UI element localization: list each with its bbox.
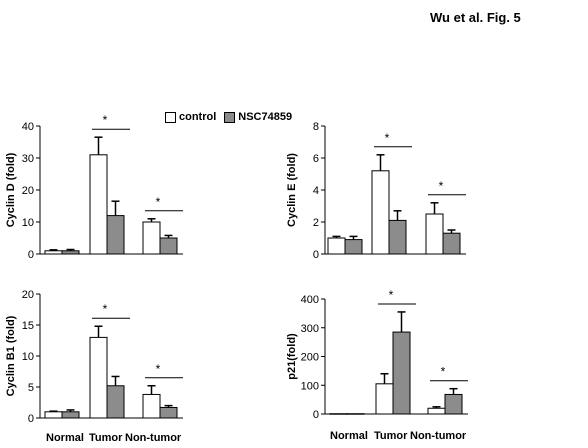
bar-2-1-0 (89, 336, 108, 419)
bar-0-0-1 (61, 250, 80, 255)
bar-3-2-1 (444, 393, 463, 415)
y-axis-label-2: Cyclin B1 (fold) (5, 315, 17, 396)
x-label-nontumor-left: Non-tumor (125, 432, 182, 444)
sig-star-3-2: * (441, 365, 446, 379)
y-tick-label-2-4: 20 (22, 289, 34, 301)
bar-2-0-0 (44, 411, 63, 419)
sig-star-2-1: * (103, 302, 108, 316)
figure-label: Wu et al. Fig. 5 (430, 10, 521, 25)
bar-2-2-1 (159, 406, 178, 419)
legend-label-control: control (179, 111, 217, 123)
y-tick-label-2-0: 0 (28, 413, 34, 425)
y-tick-label-2-2: 10 (22, 351, 34, 363)
bar-1-1-1 (388, 219, 407, 255)
bar-3-0-0 (329, 413, 348, 415)
y-tick-label-1-1: 2 (313, 217, 319, 229)
sig-star-2-2: * (156, 362, 161, 376)
y-tick-label-0-2: 20 (22, 185, 34, 197)
bar-2-2-0 (142, 393, 161, 419)
x-label-nontumor-right: Non-tumor (410, 430, 467, 442)
y-axis-label-1: Cyclin E (fold) (286, 153, 298, 227)
y-tick-label-0-0: 0 (28, 249, 34, 261)
y-tick-label-1-0: 0 (313, 249, 319, 261)
y-tick-label-3-2: 200 (301, 352, 319, 364)
bar-1-1-0 (371, 170, 390, 255)
y-tick-label-0-1: 10 (22, 217, 34, 229)
bar-0-1-1 (106, 215, 125, 255)
y-tick-label-1-4: 8 (313, 121, 319, 133)
bar-3-1-1 (392, 331, 411, 415)
bar-0-2-0 (142, 221, 161, 255)
y-tick-label-0-4: 40 (22, 121, 34, 133)
legend-swatch-nsc74859 (224, 111, 236, 123)
x-label-normal-left: Normal (46, 432, 84, 444)
bar-0-0-0 (44, 250, 63, 255)
y-tick-label-1-2: 4 (313, 185, 319, 197)
x-label-tumor-left: Tumor (89, 432, 123, 444)
sig-star-0-2: * (156, 195, 161, 209)
sig-star-0-1: * (103, 113, 108, 127)
y-tick-label-0-3: 30 (22, 153, 34, 165)
legend-label-nsc74859: NSC74859 (238, 111, 293, 123)
bar-1-2-0 (425, 213, 444, 255)
sig-star-3-1: * (389, 288, 394, 302)
bar-1-0-1 (344, 239, 363, 255)
bar-1-0-0 (327, 237, 346, 255)
legend-swatch-control (165, 111, 176, 123)
legend: control NSC74859 (165, 111, 300, 123)
y-tick-label-3-0: 0 (313, 409, 319, 421)
bar-0-1-0 (89, 154, 108, 255)
y-tick-label-3-3: 300 (301, 323, 319, 335)
bar-3-0-1 (346, 413, 365, 415)
sig-star-1-1: * (385, 131, 390, 145)
y-tick-label-2-3: 15 (22, 320, 34, 332)
y-axis-label-3: p21(fold) (286, 333, 298, 380)
x-label-normal-right: Normal (330, 430, 368, 442)
y-tick-label-3-4: 400 (301, 294, 319, 306)
bar-3-1-0 (375, 383, 394, 415)
y-axis-label-0: Cyclin D (fold) (5, 152, 17, 227)
bar-3-2-0 (427, 407, 446, 415)
bar-2-1-1 (106, 385, 125, 419)
y-tick-label-3-1: 100 (301, 380, 319, 392)
sig-star-1-2: * (439, 179, 444, 193)
y-tick-label-2-1: 5 (28, 382, 34, 394)
bar-1-2-1 (442, 232, 461, 255)
x-label-tumor-right: Tumor (374, 430, 408, 442)
bar-0-2-1 (159, 237, 178, 255)
y-tick-label-1-3: 6 (313, 153, 319, 165)
bar-2-0-1 (61, 411, 80, 419)
